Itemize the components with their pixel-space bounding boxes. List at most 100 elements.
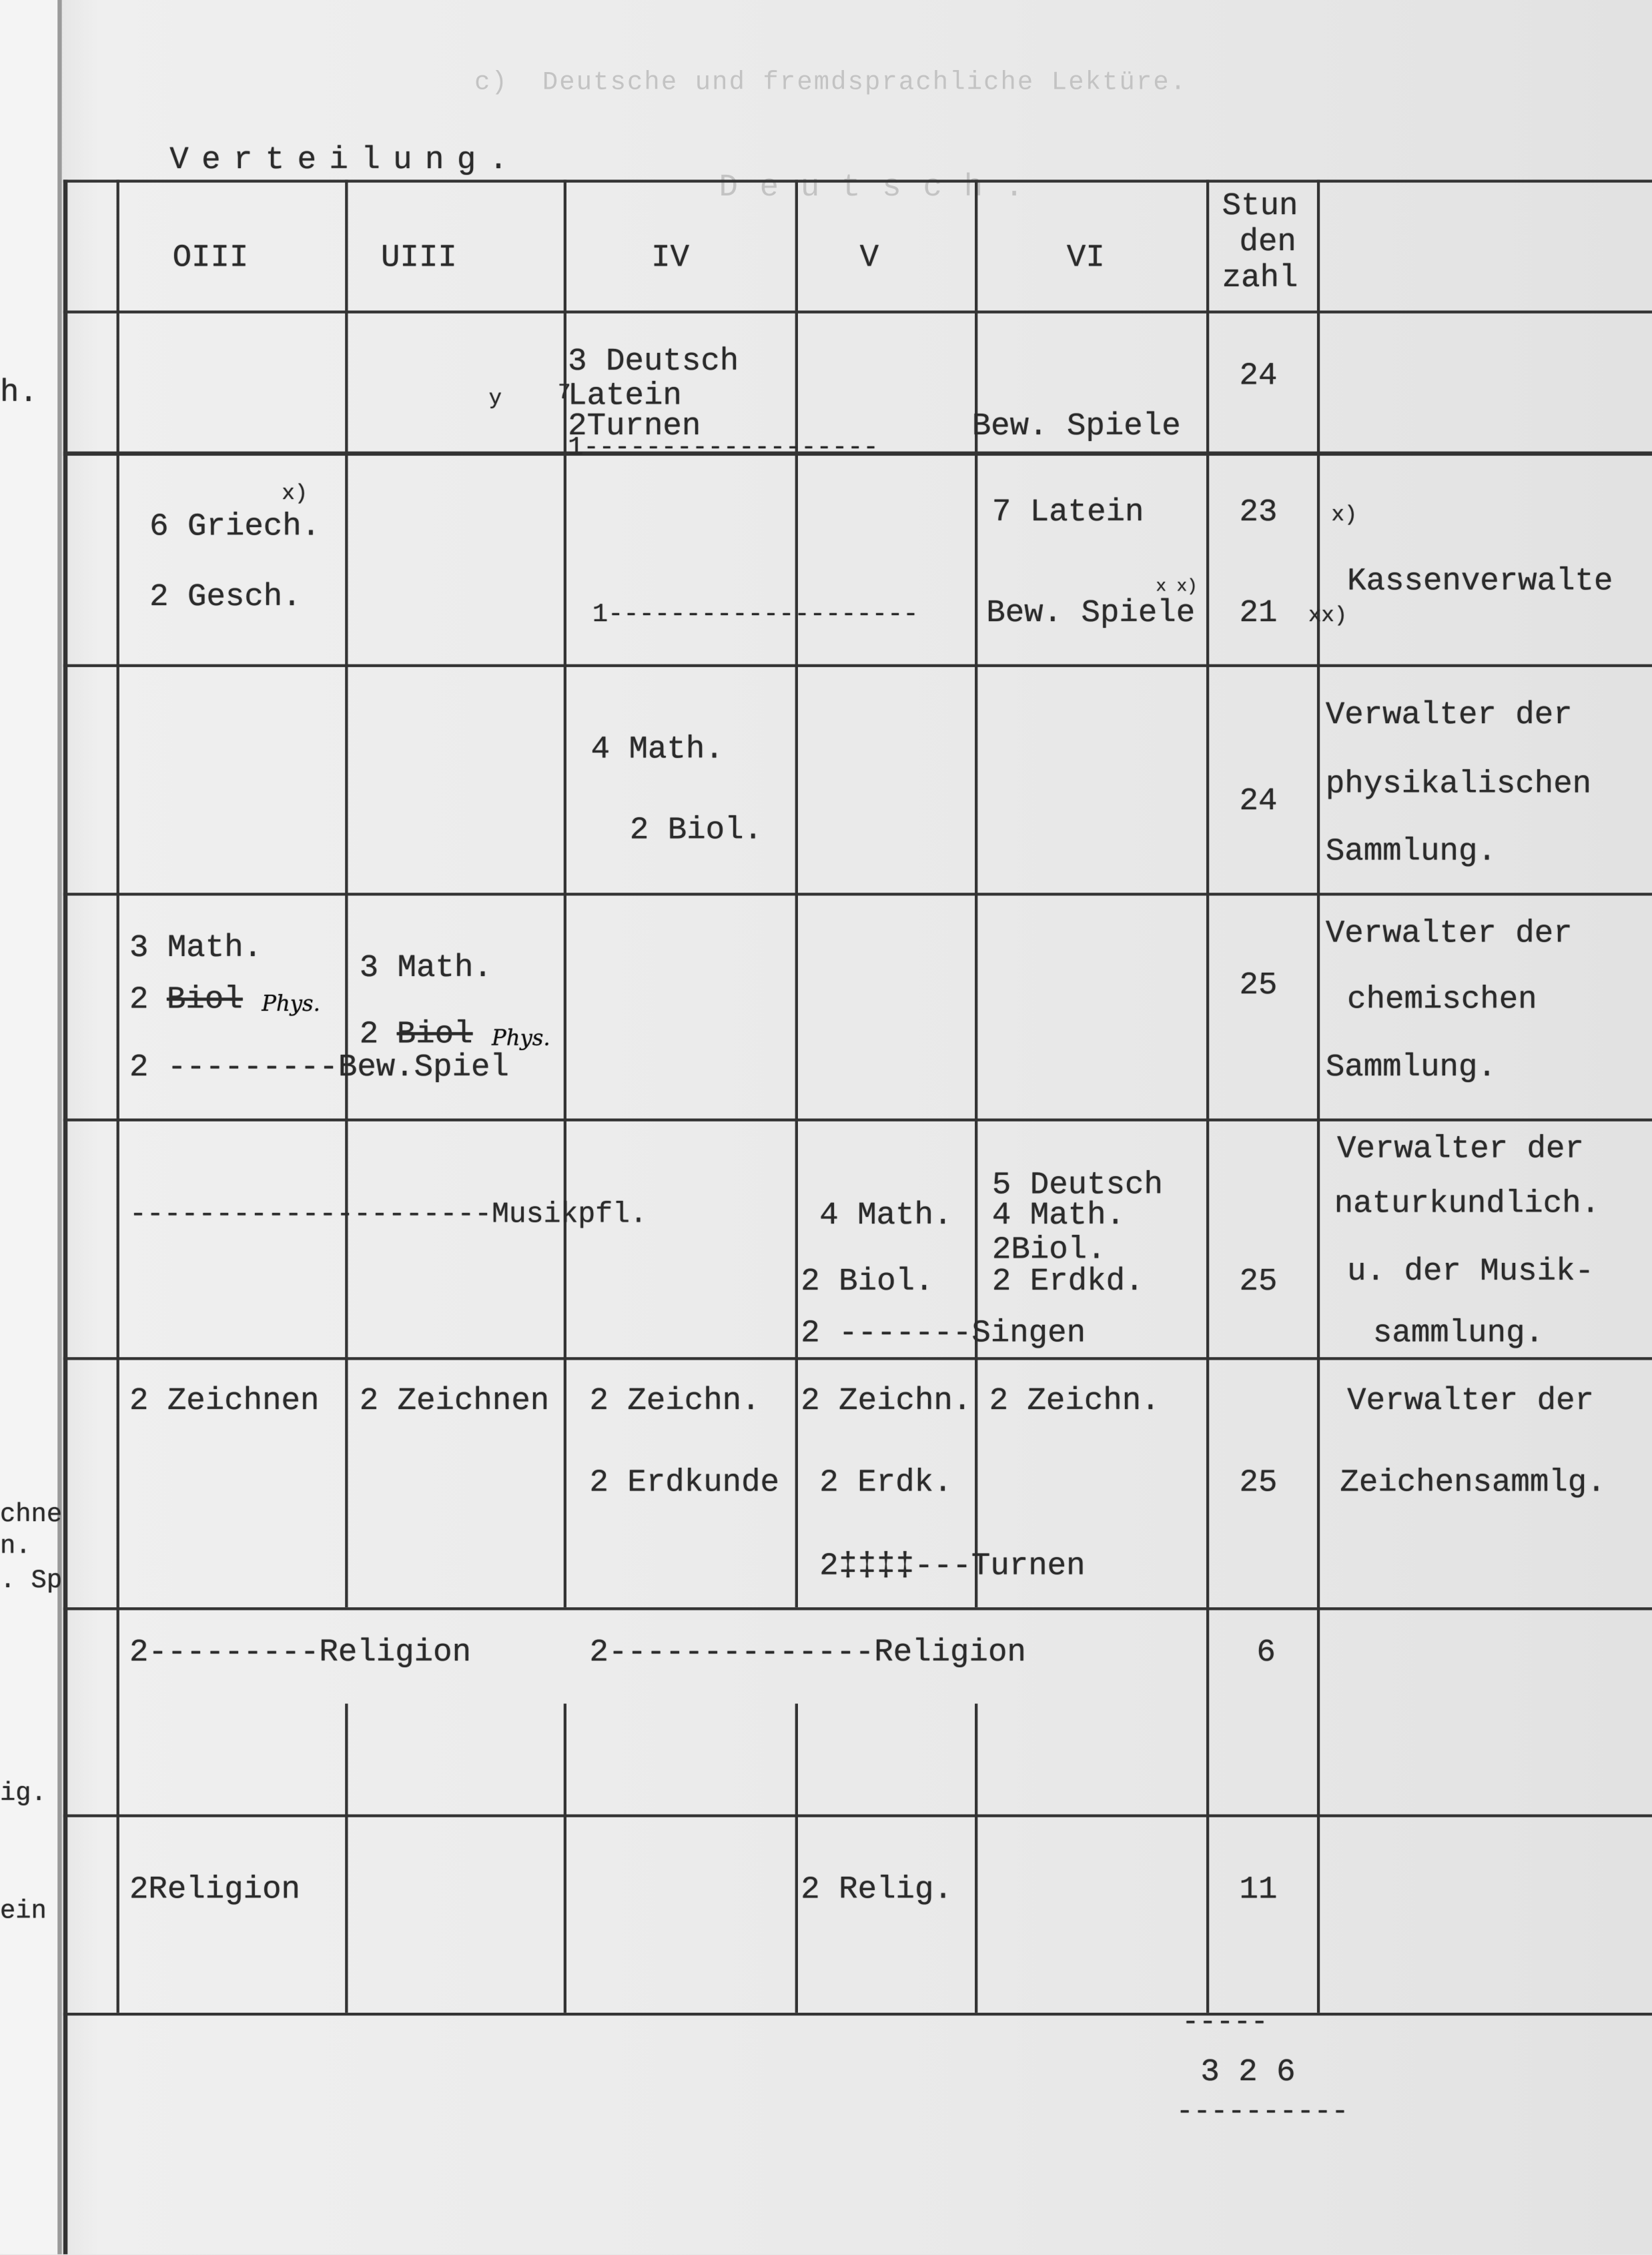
struck-text: Biol <box>166 981 243 1018</box>
table-rule <box>63 893 1652 896</box>
cell-text: 2Religion <box>129 1871 301 1908</box>
table-rule <box>63 2012 1652 2016</box>
cell-text: 2 Zeichn. <box>801 1383 972 1419</box>
column-rule <box>795 179 797 1608</box>
column-rule <box>1206 179 1209 2013</box>
cell-text: 3 Math. <box>129 930 263 967</box>
column-rule <box>563 1703 566 2013</box>
cell-text: 2 Zeichn. <box>989 1383 1160 1419</box>
margin-fragment: chne <box>0 1500 63 1530</box>
cell-text: 2 Erdkd. <box>991 1264 1144 1300</box>
cell-text: 3 Math. <box>359 950 492 987</box>
margin-fragment: . Sp <box>0 1566 63 1596</box>
cell-text: 6 Griech. <box>149 508 321 545</box>
duty-text: u. der Musik- <box>1347 1254 1595 1290</box>
cell-text: 7 Latein <box>991 494 1144 531</box>
sum-rule: ----- <box>1182 2007 1268 2040</box>
cell-text: 5 Deutsch <box>991 1167 1163 1204</box>
margin-fragment: ein <box>0 1897 47 1927</box>
hours-header-line: zahl <box>1222 260 1298 296</box>
cell-text: 2 Erdkunde <box>589 1464 780 1501</box>
margin-fragment: ig. <box>0 1779 47 1809</box>
column-rule <box>345 179 348 1608</box>
leader-line: 1-------------------- <box>592 600 919 630</box>
table-rule <box>63 451 1652 456</box>
column-rule <box>1316 179 1320 2013</box>
table-rule <box>63 1814 1652 1817</box>
cell-text: 4 Math. <box>590 731 724 768</box>
cell-text: 2 Zeichn. <box>589 1383 761 1419</box>
column-rule <box>795 1703 797 2013</box>
duty-text: Verwalter der <box>1347 1383 1595 1419</box>
hours-value: 11 <box>1239 1871 1278 1908</box>
duty-text: Sammlung. <box>1325 1049 1497 1085</box>
note-mark: x) <box>1331 503 1358 528</box>
column-header-v: V <box>859 240 879 276</box>
adjacent-page-strip <box>0 0 62 2254</box>
cell-text: 2 ---------Bew.Spiel <box>129 1049 509 1085</box>
table-rule <box>63 1357 1652 1360</box>
cell-text: 2 Erdk. <box>819 1464 953 1501</box>
duty-text: Verwalter der <box>1337 1131 1584 1168</box>
cell-text: 2 <box>129 981 167 1018</box>
note-mark: x x) <box>1156 576 1198 597</box>
column-header-uiii: UIII <box>381 240 457 276</box>
hours-value: 21 <box>1239 595 1278 632</box>
column-header-oiii: OIII <box>172 240 249 276</box>
hours-value: 23 <box>1239 494 1278 531</box>
total-hours: 3 2 6 <box>1200 2054 1296 2091</box>
struck-text: Biol <box>396 1016 473 1053</box>
hours-value: 6 <box>1256 1635 1276 1671</box>
duty-text: Verwalter der <box>1325 915 1573 952</box>
cell-text: 2 Biol. <box>629 812 763 849</box>
sum-rule: ---------- <box>1176 2096 1349 2130</box>
duty-text: Zeichensammlg. <box>1340 1464 1606 1501</box>
column-rule <box>345 1703 348 2013</box>
margin-fragment: h. <box>0 375 38 412</box>
table-rule <box>63 310 1652 314</box>
cell-text: 2Turnen <box>568 408 701 444</box>
table-border <box>63 179 67 2254</box>
cell-text: 2 Relig. <box>801 1871 953 1908</box>
cell-text: ---------------------Musikpfl. <box>129 1199 647 1232</box>
cell-text: 2‡‡‡‡---Turnen <box>819 1548 1086 1585</box>
leader-line: 1------------------- <box>568 434 879 463</box>
duty-text: Verwalter der <box>1325 697 1573 733</box>
cell-text: 3 Deutsch <box>568 344 739 380</box>
cell-text: 2--------------Religion <box>589 1635 1026 1671</box>
note-mark: xx) <box>1308 604 1348 628</box>
table-rule <box>63 179 1652 183</box>
cell-text: 4 Math. <box>819 1198 953 1234</box>
cell-text: 2 <box>359 1016 398 1053</box>
hours-value: 25 <box>1239 967 1278 1004</box>
cell-text: 2 Gesch. <box>149 579 302 616</box>
hours-value: 24 <box>1239 783 1278 820</box>
cell-text: Bew. Spiele <box>986 595 1196 632</box>
mark: y <box>488 386 502 412</box>
column-rule <box>975 1703 977 2013</box>
cell-text: 4 Math. <box>991 1198 1126 1234</box>
column-rule <box>563 179 566 1608</box>
bleed-through-subheading: D e u t s c h . <box>719 169 1025 206</box>
duty-text: naturkundlich. <box>1334 1186 1601 1222</box>
hours-value: 25 <box>1239 1264 1278 1300</box>
duty-text: Sammlung. <box>1325 833 1497 870</box>
cell-text: 2Biol. <box>991 1232 1106 1268</box>
column-rule <box>116 179 119 2013</box>
cell-text: 2 Biol. <box>801 1264 934 1300</box>
column-header-vi: VI <box>1066 240 1105 276</box>
cell-text: 2 Zeichnen <box>129 1383 320 1419</box>
cell-text: 2 Zeichnen <box>359 1383 550 1419</box>
hours-value: 24 <box>1239 358 1278 394</box>
table-rule <box>63 664 1652 667</box>
mark: 7 <box>558 381 571 406</box>
bleed-through-heading: c) Deutsche und fremdsprachliche Lektüre… <box>474 69 1188 98</box>
page-title: Verteilung. <box>169 142 521 179</box>
cell-text: 2 -------Singen <box>801 1315 1086 1352</box>
hours-header-line: Stun <box>1222 188 1298 225</box>
table-rule <box>63 1607 1652 1611</box>
cell-text: Latein <box>568 378 682 414</box>
table-rule <box>63 1118 1652 1121</box>
margin-fragment: n. <box>0 1532 31 1562</box>
